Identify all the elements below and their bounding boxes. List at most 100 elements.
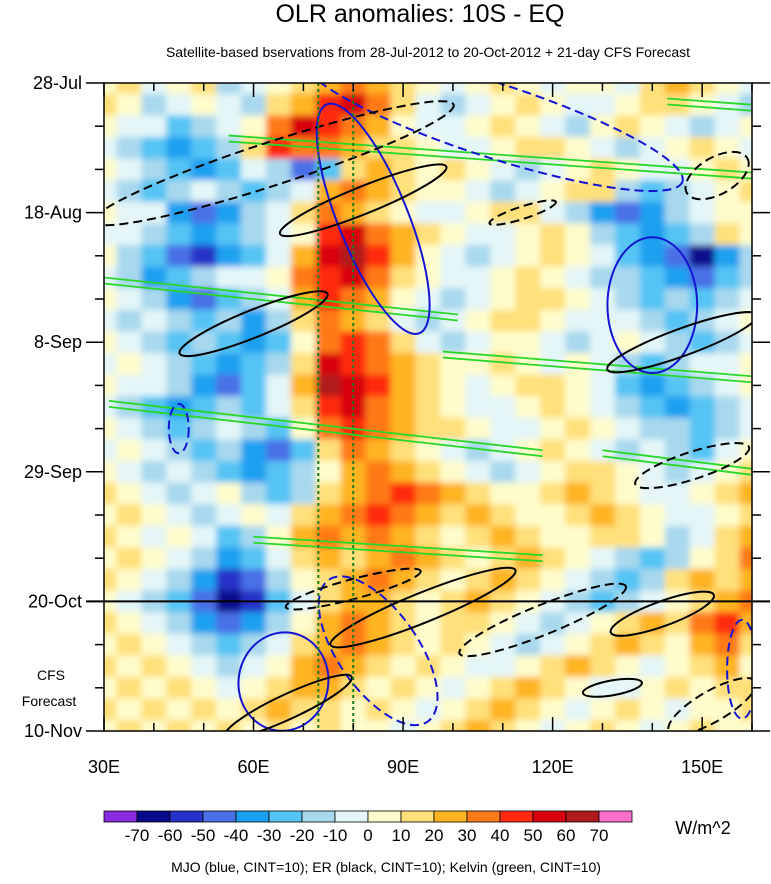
anomaly-cell — [390, 698, 417, 721]
colorbar-label: 60 — [557, 826, 576, 845]
anomaly-cell — [266, 266, 292, 289]
anomaly-cell — [266, 417, 292, 440]
anomaly-cell — [241, 612, 267, 635]
kelvin-contour — [253, 535, 543, 557]
anomaly-cell — [104, 353, 118, 376]
anomaly-cell — [191, 374, 217, 397]
anomaly-cell — [315, 331, 342, 354]
anomaly-cell — [664, 439, 691, 462]
anomaly-cell — [365, 331, 392, 354]
anomaly-cell — [191, 396, 217, 419]
anomaly-cell — [365, 655, 392, 678]
anomaly-cell — [116, 288, 142, 311]
anomaly-cell — [116, 461, 142, 484]
anomaly-cell — [191, 137, 217, 160]
anomaly-cell — [465, 504, 491, 527]
anomaly-cell — [664, 266, 691, 289]
anomaly-cell — [739, 677, 752, 700]
anomaly-cell — [290, 396, 317, 419]
anomaly-cell — [390, 482, 417, 505]
anomaly-cell — [390, 374, 417, 397]
anomaly-cell — [465, 137, 491, 160]
anomaly-cell — [104, 461, 118, 484]
anomaly-cell — [315, 93, 342, 116]
anomaly-cell — [315, 374, 342, 397]
anomaly-cell — [664, 698, 691, 721]
anomaly-cell — [465, 396, 491, 419]
anomaly-cell — [614, 461, 641, 484]
anomaly-cell — [415, 115, 442, 138]
anomaly-cell — [390, 266, 417, 289]
anomaly-cell — [614, 201, 641, 224]
anomaly-cell — [216, 720, 242, 731]
anomaly-cell — [315, 461, 342, 484]
anomaly-cell — [141, 504, 167, 527]
anomaly-cell — [290, 504, 317, 527]
anomaly-cell — [490, 525, 516, 548]
anomaly-cell — [639, 482, 666, 505]
anomaly-cell — [540, 158, 566, 181]
colorbar-label: 20 — [425, 826, 444, 845]
anomaly-cell — [216, 677, 242, 700]
anomaly-cell — [290, 482, 317, 505]
anomaly-cell — [290, 245, 317, 268]
anomaly-cell — [166, 698, 192, 721]
forecast-label-line1: CFS — [37, 667, 65, 683]
anomaly-cell — [490, 417, 516, 440]
anomaly-cell — [104, 525, 118, 548]
anomaly-cell — [191, 245, 217, 268]
anomaly-cell — [664, 720, 691, 731]
anomaly-cell — [290, 266, 317, 289]
anomaly-cell — [639, 396, 666, 419]
anomaly-cell — [540, 288, 566, 311]
anomaly-cell — [714, 223, 741, 246]
anomaly-cell — [565, 158, 591, 181]
x-axis: 30E 60E 90E 120E 150E — [88, 83, 753, 777]
anomaly-cell — [216, 309, 242, 332]
anomaly-cell — [590, 288, 616, 311]
anomaly-cell — [191, 180, 217, 203]
anomaly-cell — [739, 655, 752, 678]
anomaly-cell — [216, 655, 242, 678]
anomaly-cell — [266, 396, 292, 419]
kelvin-contour — [228, 140, 752, 180]
anomaly-cell — [365, 396, 392, 419]
anomaly-cell — [689, 396, 716, 419]
anomaly-cell — [104, 547, 118, 570]
anomaly-cell — [739, 180, 752, 203]
anomaly-cell — [266, 698, 292, 721]
anomaly-cell — [614, 93, 641, 116]
anomaly-cell — [664, 137, 691, 160]
y-tick-label: 20-Oct — [28, 591, 82, 611]
colorbar-label: 40 — [491, 826, 510, 845]
anomaly-cell — [614, 266, 641, 289]
colorbar-swatch — [400, 810, 435, 823]
anomaly-cell — [216, 93, 242, 116]
anomaly-cell — [365, 417, 392, 440]
anomaly-cell — [415, 83, 442, 95]
anomaly-cell — [540, 137, 566, 160]
anomaly-cell — [739, 83, 752, 95]
anomaly-cell — [490, 158, 516, 181]
colorbar-label: -60 — [158, 826, 183, 845]
anomaly-cell — [166, 137, 192, 160]
anomaly-cell — [166, 504, 192, 527]
anomaly-cell — [590, 482, 616, 505]
colorbar-label: -30 — [257, 826, 282, 845]
colorbar-swatch — [466, 810, 501, 823]
anomaly-cell — [191, 417, 217, 440]
anomaly-cell — [714, 633, 741, 656]
anomaly-cell — [166, 266, 192, 289]
anomaly-cell — [714, 698, 741, 721]
anomaly-cell — [390, 677, 417, 700]
anomaly-cell — [714, 353, 741, 376]
anomaly-cell — [365, 633, 392, 656]
anomaly-cell — [390, 396, 417, 419]
anomaly-cell — [415, 461, 442, 484]
anomaly-cell — [290, 137, 317, 160]
anomaly-cell — [515, 83, 541, 95]
kelvin-contour — [228, 134, 752, 174]
anomaly-cell — [290, 612, 317, 635]
anomaly-cell — [290, 677, 317, 700]
anomaly-cell — [565, 245, 591, 268]
